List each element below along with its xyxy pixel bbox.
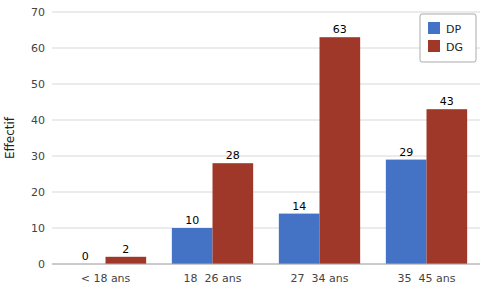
y-tick-label: 0	[38, 258, 45, 271]
data-label: 10	[185, 214, 199, 227]
y-tick-label: 40	[31, 114, 45, 127]
y-axis-label: Effectif	[3, 116, 17, 159]
grid-line	[52, 156, 480, 157]
x-axis-line	[52, 264, 480, 265]
bar	[320, 37, 361, 264]
grid-line	[52, 12, 480, 13]
legend-swatch	[428, 40, 440, 52]
x-tick-label: 27 34 ans	[291, 272, 349, 285]
y-tick-label: 10	[31, 222, 45, 235]
data-label: 43	[440, 95, 454, 108]
x-tick-label: 18 26 ans	[184, 272, 242, 285]
x-tick-label: 35 45 ans	[398, 272, 456, 285]
bars	[106, 37, 468, 264]
legend: DP DG	[420, 14, 476, 62]
grid-line	[52, 120, 480, 121]
y-tick-label: 30	[31, 150, 45, 163]
legend-frame	[420, 14, 476, 62]
data-label: 29	[399, 146, 413, 159]
grid-line	[52, 264, 480, 265]
bar	[213, 163, 254, 264]
legend-label: DG	[446, 41, 463, 54]
bar	[106, 257, 147, 264]
data-label: 14	[292, 200, 306, 213]
y-tick-label: 70	[31, 6, 45, 19]
data-label: 0	[82, 250, 89, 263]
bar	[279, 214, 320, 264]
grid-line	[52, 84, 480, 85]
bar	[427, 109, 468, 264]
bar	[386, 160, 427, 264]
chart: 0 10 20 30 40 50 60 70 Effectif 0 10 14 29 2 28 63 43 < 1…	[0, 0, 490, 294]
data-label: 2	[122, 243, 129, 256]
y-tick-label: 60	[31, 42, 45, 55]
data-label: 63	[333, 23, 347, 36]
data-label: 28	[226, 149, 240, 162]
x-tick-label: < 18 ans	[81, 272, 131, 285]
y-tick-label: 20	[31, 186, 45, 199]
legend-swatch	[428, 22, 440, 34]
legend-label: DP	[446, 23, 461, 36]
grid-line	[52, 48, 480, 49]
bar	[172, 228, 213, 264]
y-tick-label: 50	[31, 78, 45, 91]
